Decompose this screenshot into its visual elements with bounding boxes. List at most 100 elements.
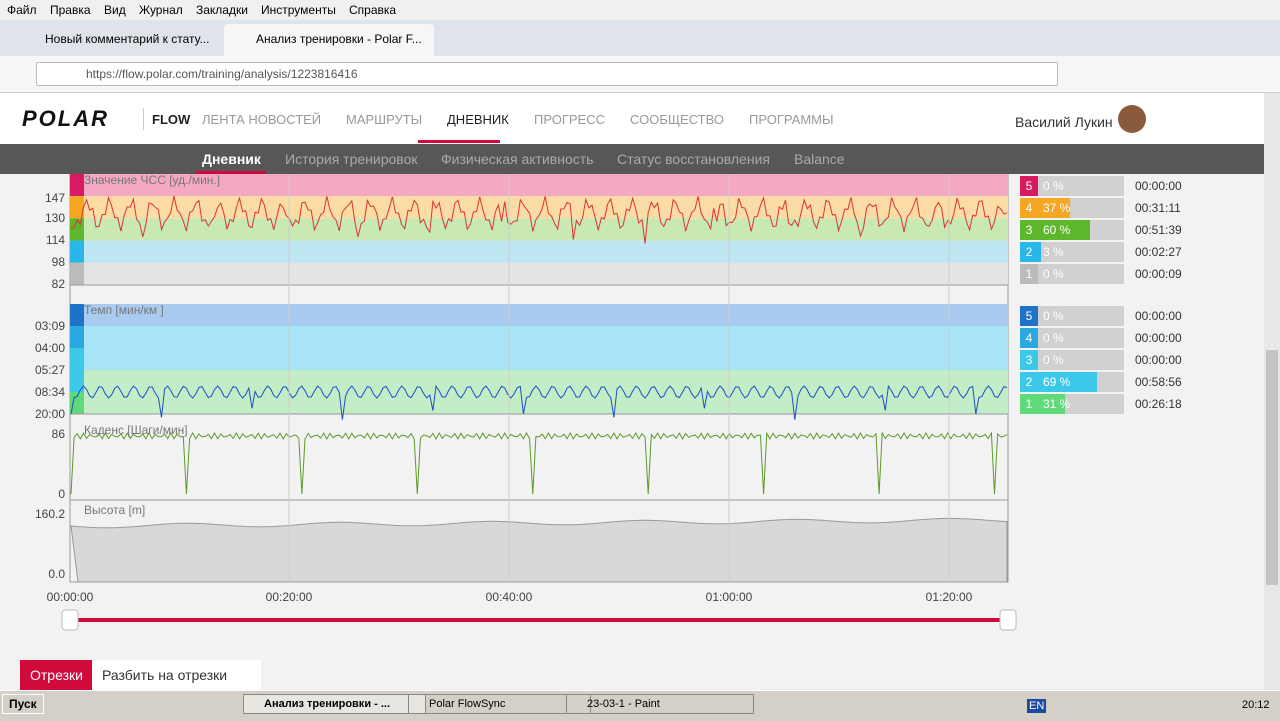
- zone-band: [70, 370, 1008, 392]
- site-header: [0, 93, 1264, 144]
- nav-item[interactable]: ПРОГРАММЫ: [749, 112, 834, 127]
- tab-title[interactable]: Новый комментарий к стату...: [45, 32, 210, 46]
- zone-band: [70, 348, 1008, 370]
- zone-marker: [70, 370, 84, 392]
- y-tick-label: 0.0: [48, 567, 65, 581]
- zone-percent: 0 %: [1043, 267, 1064, 281]
- time-tick-label: 00:00:00: [47, 590, 94, 604]
- y-tick-label: 98: [52, 255, 66, 269]
- y-tick-label: 160.2: [35, 507, 65, 521]
- panel-label: Высота [m]: [84, 503, 145, 517]
- zone-time: 00:00:09: [1135, 267, 1182, 281]
- nav-item[interactable]: СООБЩЕСТВО: [630, 112, 724, 127]
- subnav-item[interactable]: Физическая активность: [441, 151, 594, 167]
- menu-item[interactable]: Закладки: [196, 3, 248, 17]
- y-tick-label: 0: [58, 487, 65, 501]
- nav-item[interactable]: ЛЕНТА НОВОСТЕЙ: [202, 112, 322, 127]
- zone-number: 5: [1020, 176, 1038, 196]
- time-tick-label: 01:20:00: [926, 590, 973, 604]
- zone-number: 2: [1020, 242, 1038, 262]
- zone-number: 2: [1020, 372, 1038, 392]
- menu-item[interactable]: Вид: [104, 3, 126, 17]
- task-button[interactable]: 23-03-1 - Paint: [566, 694, 754, 714]
- nav-item[interactable]: МАРШРУТЫ: [346, 112, 423, 127]
- split-button[interactable]: Разбить на отрезки: [92, 660, 262, 690]
- zone-percent: 37 %: [1043, 201, 1071, 215]
- product: FLOW: [152, 112, 191, 127]
- avatar[interactable]: [1118, 105, 1146, 133]
- nav-item[interactable]: ПРОГРЕСС: [534, 112, 605, 127]
- clock: 20:12: [1242, 699, 1270, 711]
- zone-bar-bg: [1038, 264, 1124, 284]
- analysis-charts: 147 130 114 98 82 Значение ЧСС [уд./мин.] 03:0…: [35, 174, 1017, 631]
- subnav-item[interactable]: Дневник: [202, 151, 261, 167]
- menu-item[interactable]: Правка: [50, 3, 91, 17]
- zone-number: 4: [1020, 198, 1038, 218]
- menu-item[interactable]: Файл: [7, 3, 37, 17]
- zone-time: 00:00:00: [1135, 179, 1182, 193]
- scroll-thumb[interactable]: [1266, 350, 1278, 585]
- zone-marker: [70, 240, 84, 263]
- zone-bar: [1038, 220, 1090, 240]
- menu-item[interactable]: Журнал: [139, 3, 183, 17]
- zone-time: 00:02:27: [1135, 245, 1182, 259]
- zone-time: 00:00:00: [1135, 353, 1182, 367]
- segments-button[interactable]: Отрезки: [20, 660, 93, 690]
- subnav-item[interactable]: Статус восстановления: [617, 151, 770, 167]
- zone-time: 00:00:00: [1135, 309, 1182, 323]
- divider: [143, 108, 144, 130]
- zone-bar-bg: [1038, 306, 1124, 326]
- zone-time: 00:51:39: [1135, 223, 1182, 237]
- zone-marker: [70, 262, 84, 285]
- active-tab[interactable]: [224, 24, 434, 56]
- zone-marker: [70, 174, 84, 197]
- slider-track: [70, 618, 1008, 622]
- nav-item[interactable]: ДНЕВНИК: [447, 112, 509, 127]
- panel-label: Темп [мин/км ]: [84, 303, 164, 317]
- tab-title[interactable]: Анализ тренировки - Polar F...: [256, 32, 422, 46]
- zone-marker: [70, 348, 84, 370]
- time-tick-label: 00:40:00: [486, 590, 533, 604]
- subnav-item[interactable]: Balance: [794, 151, 845, 167]
- y-tick-label: 04:00: [35, 341, 65, 355]
- user-name[interactable]: Василий Лукин: [1015, 114, 1113, 130]
- zone-number: 1: [1020, 264, 1038, 284]
- zone-number: 3: [1020, 350, 1038, 370]
- y-tick-label: 86: [52, 427, 66, 441]
- zone-percent: 0 %: [1043, 353, 1064, 367]
- trace-line: [70, 195, 1008, 244]
- url-field[interactable]: [36, 62, 1058, 86]
- zone-marker: [70, 304, 84, 326]
- slider-handle: [999, 609, 1017, 631]
- zone-bar: [1038, 198, 1070, 218]
- nav-underline: [418, 140, 500, 143]
- zone-number: 5: [1020, 306, 1038, 326]
- task-button[interactable]: Polar FlowSync: [408, 694, 591, 714]
- trace-line: [70, 431, 1008, 495]
- menu-item[interactable]: Инструменты: [261, 3, 336, 17]
- zone-bar: [1038, 372, 1098, 392]
- menu-item[interactable]: Справка: [349, 3, 397, 17]
- zone-percent: 3 %: [1043, 245, 1064, 259]
- lang: EN: [1027, 699, 1047, 713]
- zone-band: [70, 326, 1008, 348]
- time-tick-label: 00:20:00: [266, 590, 313, 604]
- zone-band: [70, 218, 1008, 241]
- tab-strip: [0, 20, 1280, 56]
- zone-percent: 0 %: [1043, 309, 1064, 323]
- url-text[interactable]: https://flow.polar.com/training/analysis…: [86, 67, 358, 81]
- zone-percent: 60 %: [1043, 223, 1071, 237]
- task-button[interactable]: Анализ тренировки - ...: [243, 694, 426, 714]
- subnav-item[interactable]: История тренировок: [285, 151, 418, 167]
- zone-band: [70, 262, 1008, 285]
- y-tick-label: 130: [45, 211, 65, 225]
- panel-label: Значение ЧСС [уд./мин.]: [84, 174, 220, 187]
- zone-marker: [70, 218, 84, 241]
- menu-bar: [0, 0, 1280, 20]
- zone-time: 00:00:00: [1135, 331, 1182, 345]
- zone-percent: 0 %: [1043, 331, 1064, 345]
- start-button[interactable]: Пуск: [2, 694, 44, 714]
- zone-bar-bg: [1038, 176, 1124, 196]
- zone-time: 00:58:56: [1135, 375, 1182, 389]
